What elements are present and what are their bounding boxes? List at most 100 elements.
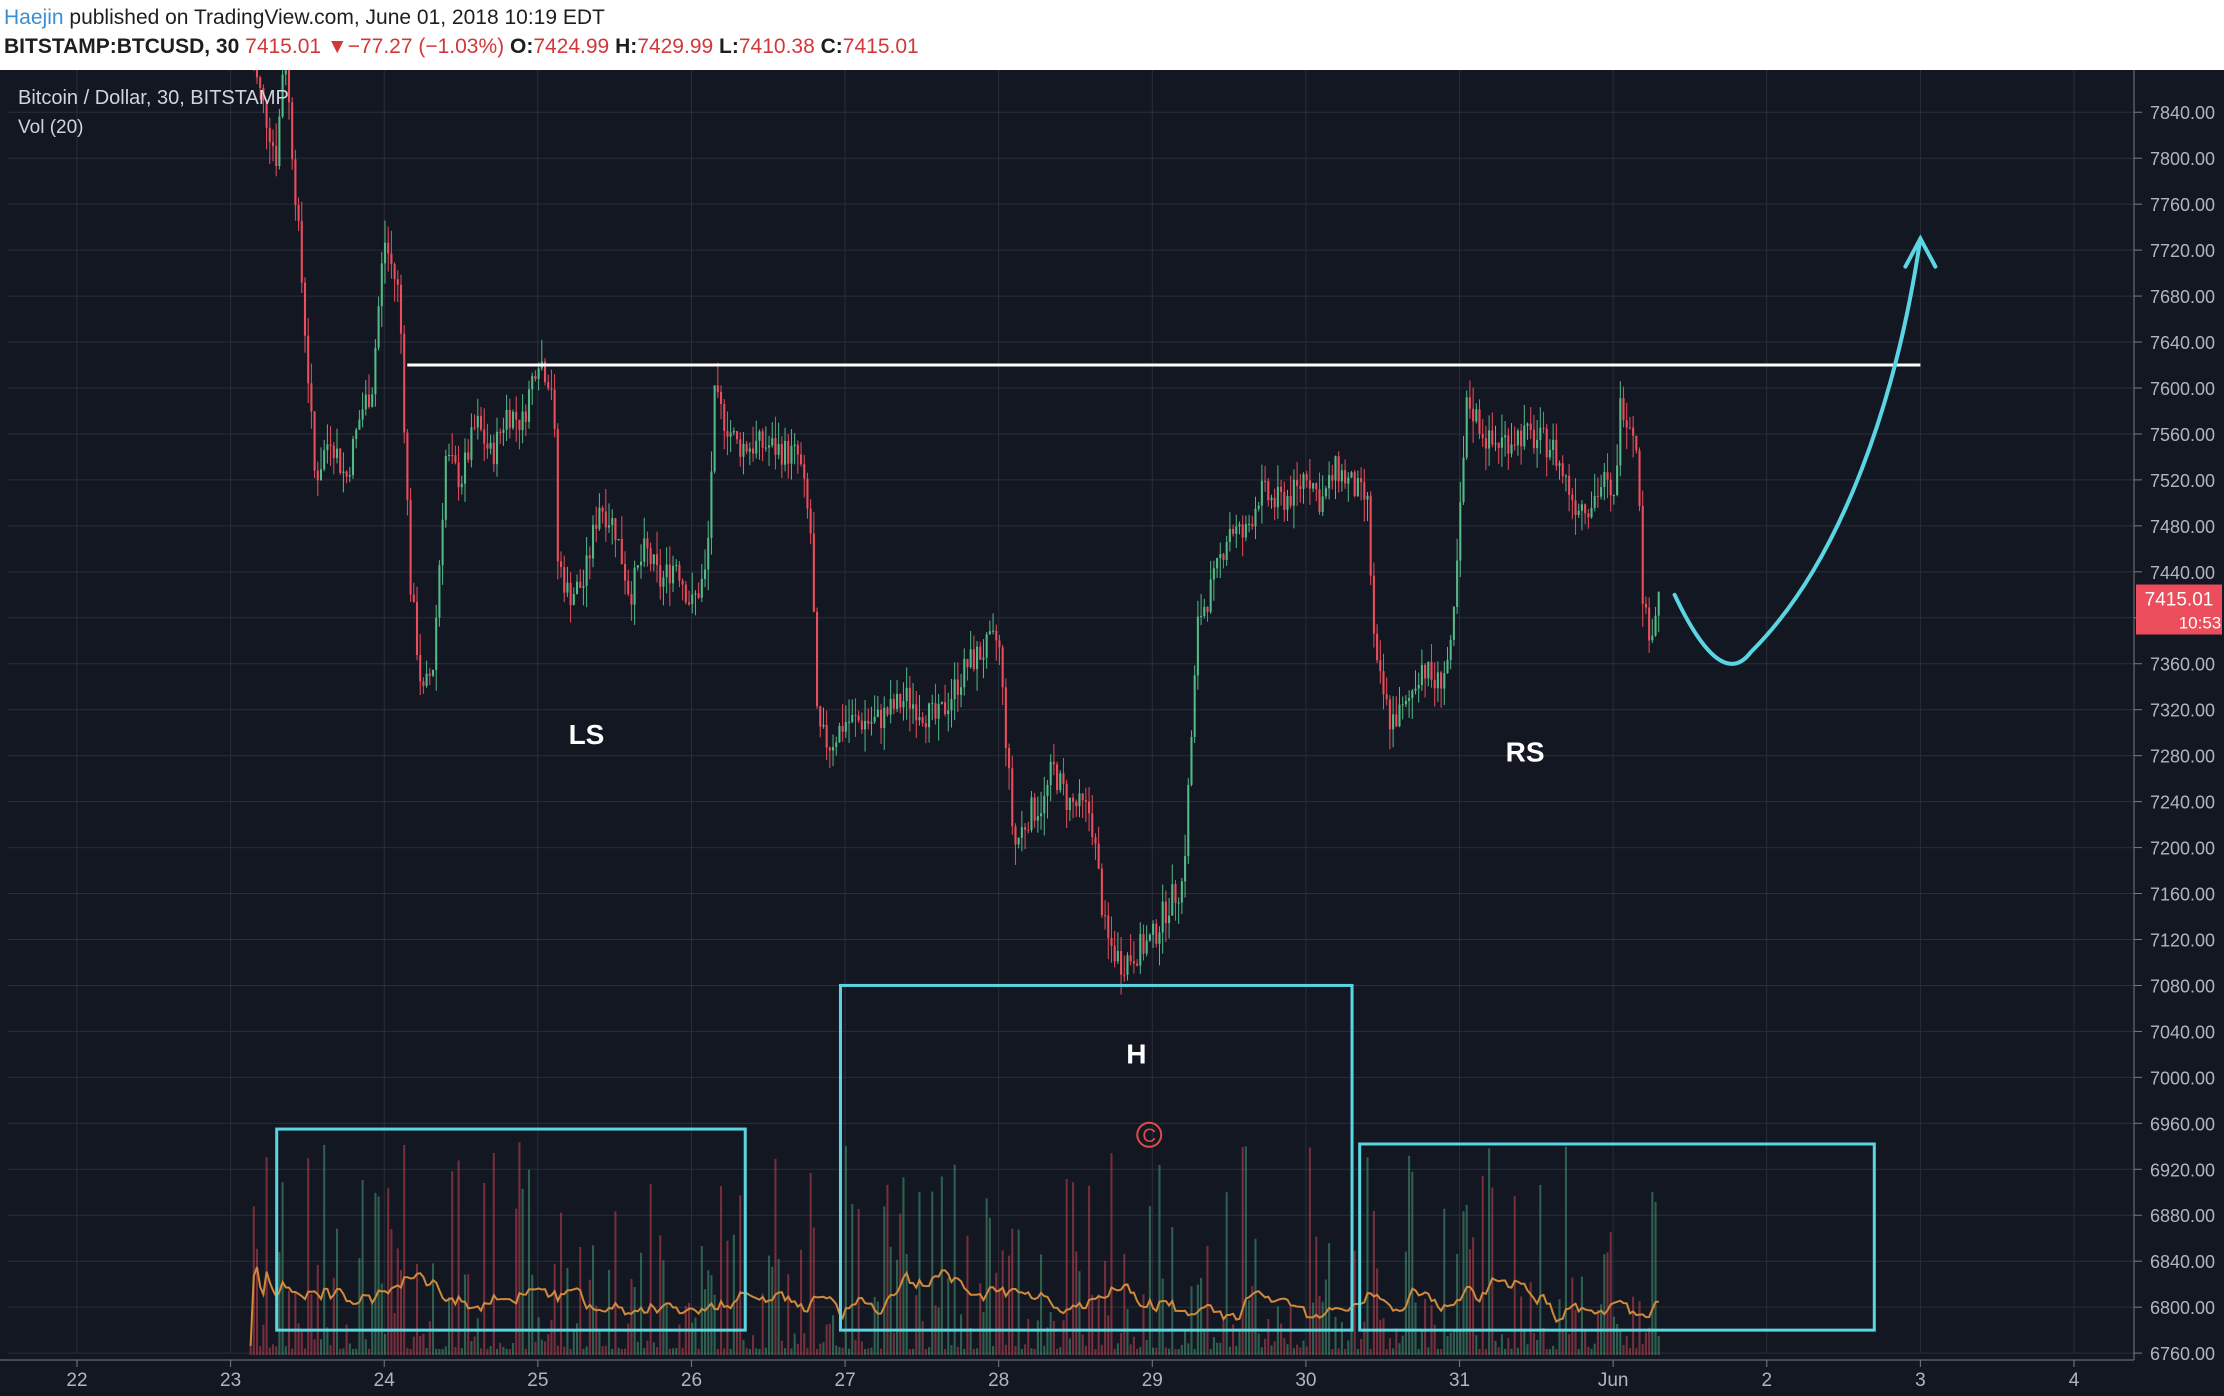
volume-bar xyxy=(1612,1316,1615,1355)
volume-bar xyxy=(953,1164,956,1355)
candle-body xyxy=(777,444,780,455)
volume-bar xyxy=(828,1323,831,1355)
candle-body xyxy=(703,569,707,579)
volume-bar xyxy=(1417,1348,1420,1355)
candle-body xyxy=(1523,425,1526,447)
volume-bar xyxy=(380,1283,383,1355)
candle-body xyxy=(1062,773,1065,784)
volume-bar xyxy=(1536,1340,1539,1355)
candle-body xyxy=(1104,915,1107,917)
volume-bar xyxy=(767,1255,771,1355)
volume-bar xyxy=(1360,1338,1363,1355)
candle-body xyxy=(1289,495,1292,506)
candle-body xyxy=(892,698,895,709)
price-tick-label: 7560.00 xyxy=(2150,425,2215,445)
candle-body xyxy=(1420,664,1423,685)
volume-bar xyxy=(1238,1331,1241,1355)
candle-body xyxy=(534,375,537,379)
candle-body xyxy=(1398,704,1401,727)
volume-bar xyxy=(249,1345,252,1355)
volume-bar xyxy=(1280,1323,1283,1355)
candle-body xyxy=(575,581,579,594)
candle-body xyxy=(1225,542,1228,560)
volume-bar xyxy=(611,1348,614,1355)
candle-body xyxy=(1376,633,1379,661)
volume-bar xyxy=(1609,1232,1612,1355)
volume-bar xyxy=(803,1333,806,1355)
price-tick-label: 7040.00 xyxy=(2150,1022,2215,1042)
publish-line: Haejin published on TradingView.com, Jun… xyxy=(4,6,605,30)
candle-body xyxy=(531,375,534,390)
candle-body xyxy=(1193,675,1196,738)
open-label: O: xyxy=(510,35,534,58)
candle-body xyxy=(646,538,649,549)
volume-highlight-box xyxy=(838,983,1354,1332)
volume-bar xyxy=(1395,1328,1398,1355)
time-tick-label: 28 xyxy=(988,1370,1009,1391)
candle-body xyxy=(1078,793,1081,807)
volume-bar xyxy=(463,1274,467,1355)
candle-body xyxy=(1513,444,1516,446)
volume-bar xyxy=(1158,1164,1161,1355)
price-chart[interactable]: LS H RS C 7840.00 7800.00 7760.00 7720.00 7680.… xyxy=(0,70,2224,1396)
candle-body xyxy=(1270,497,1273,501)
volume-bar xyxy=(1331,1348,1334,1355)
candle-body xyxy=(1174,884,1177,903)
candle-body xyxy=(585,555,588,586)
last-price: 7415.01 xyxy=(245,35,322,58)
candle-body xyxy=(1254,508,1257,527)
candle-body xyxy=(326,444,329,451)
candle-body xyxy=(1475,409,1478,422)
candle-body xyxy=(1507,435,1510,454)
price-tick-label: 6800.00 xyxy=(2150,1298,2215,1318)
volume-bar xyxy=(1657,1336,1660,1355)
candle-body xyxy=(483,429,486,444)
volume-bar xyxy=(518,1142,521,1355)
volume-bar xyxy=(1628,1348,1631,1355)
candle-body xyxy=(287,70,291,103)
candle-body xyxy=(816,611,819,707)
candle-body xyxy=(1619,398,1622,466)
volume-bar xyxy=(774,1158,777,1355)
volume-bar xyxy=(505,1348,508,1355)
volume-bar xyxy=(441,1348,444,1355)
candle-body xyxy=(684,584,687,603)
volume-bar xyxy=(697,1348,700,1355)
volume-bar xyxy=(287,1290,291,1355)
volume-bar xyxy=(479,1348,483,1355)
volume-bar xyxy=(406,1347,409,1355)
volume-bar xyxy=(1315,1236,1318,1355)
volume-bar xyxy=(1577,1348,1580,1355)
volume-bar xyxy=(1027,1318,1030,1355)
candle-body xyxy=(556,428,559,562)
volume-bar xyxy=(502,1346,505,1355)
volume-bar xyxy=(873,1296,876,1355)
candle-body xyxy=(1616,465,1619,495)
candle-body xyxy=(268,127,271,143)
author-link[interactable]: Haejin xyxy=(4,6,64,29)
candle-body xyxy=(1072,797,1075,802)
candle-body xyxy=(639,561,643,566)
price-tick-label: 7320.00 xyxy=(2150,701,2215,721)
candle-body xyxy=(1356,478,1359,497)
volume-bar xyxy=(655,1347,659,1355)
candle-body xyxy=(1545,428,1548,458)
candle-body xyxy=(348,475,351,477)
volume-bar xyxy=(1225,1192,1228,1355)
volume-bar xyxy=(886,1184,889,1355)
candle-body xyxy=(1472,408,1475,422)
candle-body xyxy=(963,659,966,688)
candle-body xyxy=(1081,793,1084,801)
candle-body xyxy=(1097,843,1100,869)
candle-body xyxy=(1302,474,1305,489)
candle-body xyxy=(790,445,793,464)
candle-body xyxy=(1001,647,1004,688)
candle-body xyxy=(960,687,963,695)
chart-background xyxy=(0,70,2224,1396)
candle-body xyxy=(425,673,428,686)
candle-body xyxy=(1382,671,1385,695)
volume-bar xyxy=(268,1347,271,1355)
volume-bar xyxy=(1273,1341,1276,1355)
candle-body xyxy=(1084,800,1087,802)
candle-body xyxy=(518,419,521,431)
